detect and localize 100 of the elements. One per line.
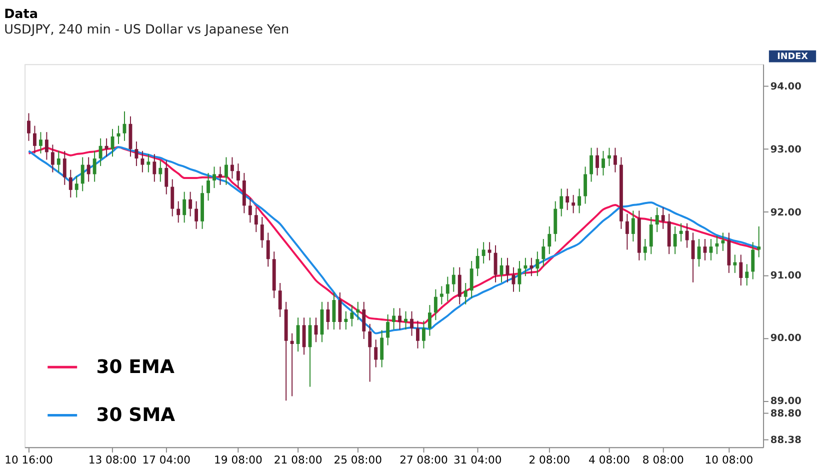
candlestick	[739, 254, 743, 286]
candlestick	[685, 222, 689, 248]
candlestick	[368, 323, 372, 382]
x-tick-label: 31 04:00	[453, 453, 502, 466]
candlestick	[631, 210, 635, 242]
candlestick	[566, 188, 570, 211]
candlestick	[176, 200, 180, 224]
candlestick	[374, 339, 378, 368]
candlestick	[44, 132, 48, 160]
candlestick	[62, 150, 66, 186]
candlestick	[74, 176, 78, 198]
candlestick	[572, 194, 576, 214]
candlestick	[721, 232, 725, 252]
candlestick	[542, 238, 546, 268]
candlestick	[470, 260, 474, 299]
candlestick	[751, 242, 755, 280]
candlestick	[464, 282, 468, 305]
candlestick	[326, 301, 330, 330]
candlestick	[530, 257, 534, 277]
candlestick	[380, 330, 384, 368]
y-tick-label: 94.00	[770, 82, 802, 93]
x-tick-label: 17 04:00	[142, 453, 191, 466]
candlestick	[446, 276, 450, 302]
candlestick	[278, 282, 282, 318]
y-tick-label: 92.00	[770, 207, 802, 218]
x-tick-label: 19 08:00	[214, 453, 262, 466]
candlestick	[452, 266, 456, 292]
candlestick	[164, 160, 168, 195]
y-tick-label: 91.00	[770, 270, 802, 282]
candlestick	[428, 304, 432, 336]
candlestick	[422, 320, 426, 349]
candlestick	[482, 242, 486, 264]
candlestick	[596, 147, 599, 176]
candlestick	[134, 141, 138, 167]
candlestick	[649, 216, 653, 255]
candlestick	[733, 254, 737, 274]
candlestick	[152, 154, 156, 182]
x-tick-label: 4 08:00	[588, 453, 630, 466]
candlestick	[404, 310, 408, 330]
x-tick-label: 10 08:00	[704, 453, 754, 466]
candlestick	[332, 292, 336, 330]
candlestick	[260, 216, 264, 248]
candlestick	[338, 292, 342, 330]
candlestick	[745, 264, 749, 286]
y-tick-label: 88.38	[770, 435, 802, 446]
candlestick	[140, 150, 144, 173]
candlestick	[104, 138, 108, 158]
candlestick	[98, 138, 102, 167]
candlestick	[356, 301, 360, 321]
candlestick	[170, 178, 174, 217]
y-tick-label: 88.80	[770, 408, 802, 420]
candlestick	[548, 226, 552, 255]
candlestick	[673, 226, 677, 255]
candlestick	[608, 147, 611, 167]
chart-title: Data	[4, 6, 38, 22]
y-tick-label: 93.00	[770, 144, 802, 156]
candlestick	[158, 160, 162, 182]
candlestick	[362, 301, 366, 340]
candlestick	[536, 251, 540, 277]
candlestick	[296, 317, 300, 352]
candlestick	[254, 207, 258, 233]
x-tick-label: 13 08:00	[88, 453, 137, 466]
candlestick	[476, 248, 480, 277]
x-tick-label: 21 08:00	[274, 453, 322, 466]
candlestick	[398, 308, 402, 330]
x-tick-label: 10 16:00	[4, 453, 54, 466]
candlestick	[602, 150, 605, 176]
legend-label: 30 EMA	[96, 357, 175, 378]
candlestick	[458, 266, 462, 305]
candlestick	[560, 188, 564, 217]
candlestick	[524, 257, 528, 277]
candlestick	[224, 156, 228, 186]
x-tick-label: 8 08:00	[642, 453, 684, 466]
candlestick	[757, 226, 761, 258]
candlestick	[266, 232, 270, 268]
x-tick-label: 2 08:00	[528, 453, 570, 466]
candlestick	[80, 156, 84, 192]
candlestick	[248, 198, 252, 224]
candlestick	[715, 235, 719, 255]
candlestick	[344, 310, 348, 330]
candlestick	[434, 288, 438, 321]
candlestick	[655, 207, 659, 233]
candlestick	[218, 166, 222, 186]
candlestick	[578, 188, 582, 214]
candlestick	[92, 150, 96, 182]
candlestick	[56, 150, 60, 173]
x-tick-label: 27 08:00	[400, 453, 448, 466]
chart-subtitle: USDJPY, 240 min - US Dollar vs Japanese Yen	[4, 22, 290, 38]
x-tick-label: 25 08:00	[334, 453, 382, 466]
y-tick-label: 90.00	[770, 333, 802, 344]
candlestick	[290, 332, 294, 397]
candlestick	[386, 314, 390, 346]
candlestick	[494, 244, 498, 283]
candlestick	[212, 166, 216, 189]
candlestick	[86, 156, 90, 182]
y-tick-label: 89.00	[770, 396, 802, 408]
candlestick	[206, 172, 210, 202]
candlestick	[182, 191, 186, 224]
text: INDEX	[777, 52, 808, 62]
candlestick	[27, 112, 30, 142]
